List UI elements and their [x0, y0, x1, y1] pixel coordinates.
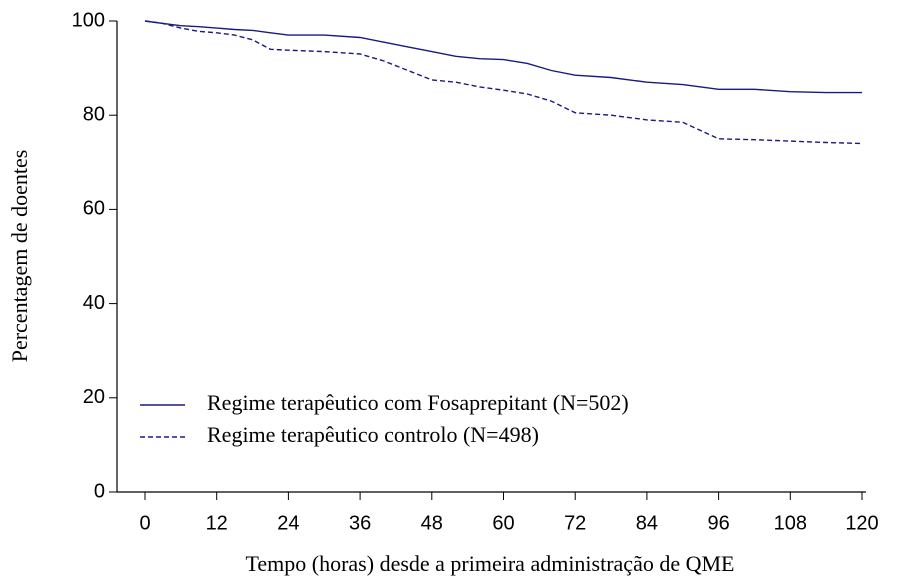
x-tick-label: 12: [206, 512, 228, 534]
y-tick-label: 80: [83, 103, 105, 125]
x-tick-label: 96: [707, 512, 729, 534]
series-line: [144, 20, 862, 94]
x-tick-label: 24: [277, 512, 299, 534]
y-axis-label: Percentagem de doentes: [7, 150, 32, 363]
x-tick-label: 0: [139, 512, 150, 534]
x-tick-label: 60: [492, 512, 514, 534]
x-tick-label: 108: [774, 512, 807, 534]
x-tick-label: 120: [845, 512, 878, 534]
x-tick-label: 48: [421, 512, 443, 534]
y-tick-label: 20: [83, 386, 105, 408]
x-tick-label: 36: [349, 512, 371, 534]
x-axis-label: Tempo (horas) desde a primeira administr…: [245, 551, 734, 576]
legend-label: Regime terapêutico controlo (N=498): [207, 422, 539, 447]
x-tick-label: 84: [636, 512, 658, 534]
y-tick-label: 40: [83, 292, 105, 314]
series-line: [144, 20, 863, 145]
y-tick-label: 100: [72, 9, 105, 31]
x-tick-label: 72: [564, 512, 586, 534]
y-tick-label: 60: [83, 198, 105, 220]
legend-label: Regime terapêutico com Fosaprepitant (N=…: [207, 390, 629, 415]
y-tick-label: 0: [94, 480, 105, 502]
